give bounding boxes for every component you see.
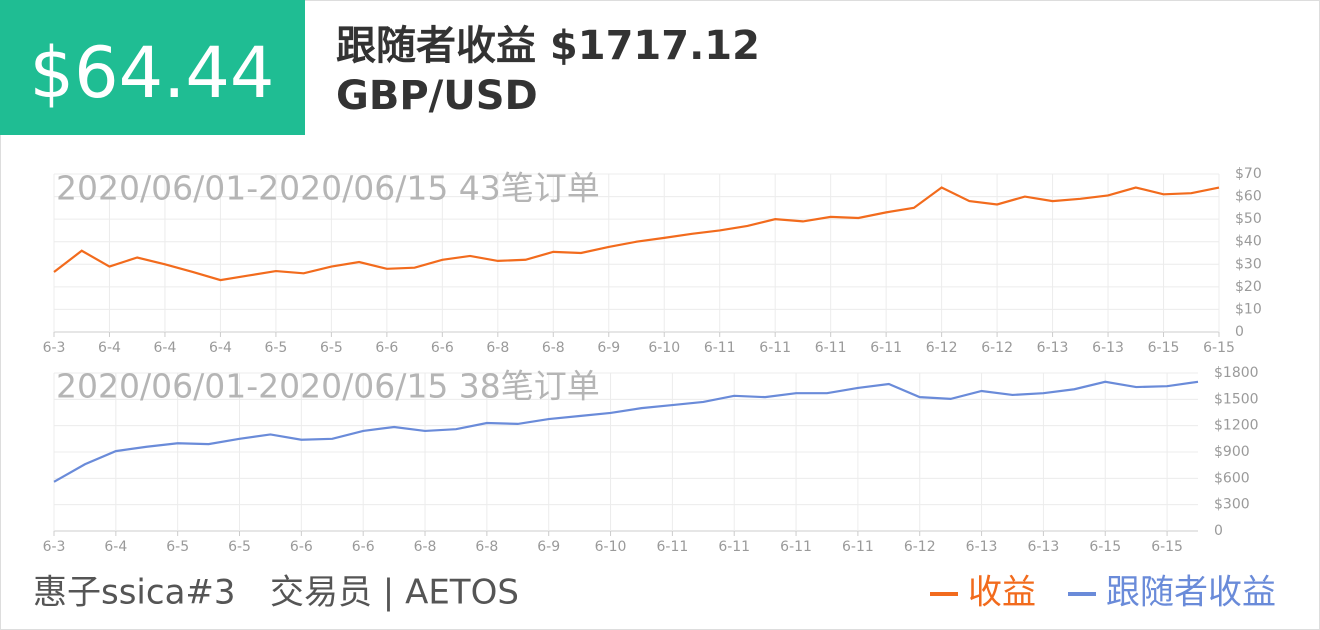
legend-label: 收益 [968, 573, 1036, 613]
x-tick-label: 6-8 [542, 340, 565, 356]
x-tick-label: 6-15 [1148, 340, 1180, 356]
x-tick-label: 6-11 [718, 539, 750, 555]
x-tick-label: 6-13 [966, 539, 998, 555]
header-title: 跟随者收益 $1717.12 [336, 23, 760, 69]
y-tick-label: $20 [1235, 279, 1262, 295]
x-tick-label: 6-11 [759, 340, 791, 356]
x-tick-label: 6-6 [431, 340, 454, 356]
trader-name: 惠子ssica#3 [33, 573, 236, 613]
x-tick-label: 6-11 [656, 539, 688, 555]
x-tick-label: 6-6 [352, 539, 375, 555]
x-tick-label: 6-5 [166, 539, 189, 555]
chart-subtitle: 2020/06/01-2020/06/15 43笔订单 [56, 169, 600, 208]
y-tick-label: $300 [1214, 497, 1250, 513]
x-tick-label: 6-10 [648, 340, 680, 356]
x-tick-label: 6-10 [595, 539, 627, 555]
y-tick-label: $1500 [1214, 391, 1259, 407]
x-tick-label: 6-9 [597, 340, 620, 356]
x-tick-label: 6-9 [537, 539, 560, 555]
x-tick-label: 6-4 [209, 340, 232, 356]
y-tick-label: $1800 [1214, 365, 1259, 381]
x-tick-label: 6-11 [842, 539, 874, 555]
x-tick-label: 6-5 [320, 340, 343, 356]
trader-role: 交易员 | AETOS [270, 573, 519, 613]
badge [0, 0, 305, 135]
legend-label: 跟随者收益 [1106, 573, 1276, 613]
y-tick-label: $10 [1235, 301, 1262, 317]
x-tick-label: 6-4 [154, 340, 177, 356]
y-tick-label: $70 [1235, 166, 1262, 182]
x-tick-label: 6-11 [870, 340, 902, 356]
series-line [53, 380, 1199, 483]
x-tick-label: 6-11 [780, 539, 812, 555]
x-tick-label: 6-11 [704, 340, 736, 356]
y-tick-label: $1200 [1214, 418, 1259, 434]
x-tick-label: 6-12 [926, 340, 958, 356]
y-tick-label: 0 [1214, 523, 1223, 539]
x-tick-label: 6-8 [486, 340, 509, 356]
x-tick-label: 6-12 [904, 539, 936, 555]
x-tick-label: 6-4 [104, 539, 127, 555]
x-tick-label: 6-5 [228, 539, 251, 555]
x-tick-label: 6-4 [98, 340, 121, 356]
x-tick-label: 6-6 [375, 340, 398, 356]
x-tick-label: 6-13 [1028, 539, 1060, 555]
legend: 收益 跟随者收益 [930, 573, 1276, 613]
x-tick-label: 6-11 [815, 340, 847, 356]
y-tick-label: $40 [1235, 234, 1262, 250]
x-tick-label: 6-15 [1089, 539, 1121, 555]
x-tick-label: 6-5 [264, 340, 287, 356]
x-tick-label: 6-8 [414, 539, 437, 555]
x-tick-label: 6-12 [981, 340, 1013, 356]
y-tick-label: $60 [1235, 189, 1262, 205]
y-tick-label: $900 [1214, 444, 1250, 460]
x-tick-label: 6-13 [1037, 340, 1069, 356]
y-tick-label: $30 [1235, 256, 1262, 272]
chart-subtitle: 2020/06/01-2020/06/15 38笔订单 [56, 367, 600, 406]
badge-value: $64.44 [30, 32, 275, 114]
x-tick-label: 6-6 [290, 539, 313, 555]
x-tick-label: 6-13 [1092, 340, 1124, 356]
series-line [53, 186, 1220, 282]
x-tick-label: 6-3 [43, 340, 66, 356]
y-tick-label: $600 [1214, 470, 1250, 486]
x-tick-label: 6-3 [43, 539, 66, 555]
x-tick-label: 6-15 [1203, 340, 1235, 356]
x-tick-label: 6-8 [475, 539, 498, 555]
x-tick-label: 6-15 [1151, 539, 1183, 555]
y-tick-label: 0 [1235, 324, 1244, 340]
header-pair: GBP/USD [336, 73, 538, 119]
y-tick-label: $50 [1235, 211, 1262, 227]
